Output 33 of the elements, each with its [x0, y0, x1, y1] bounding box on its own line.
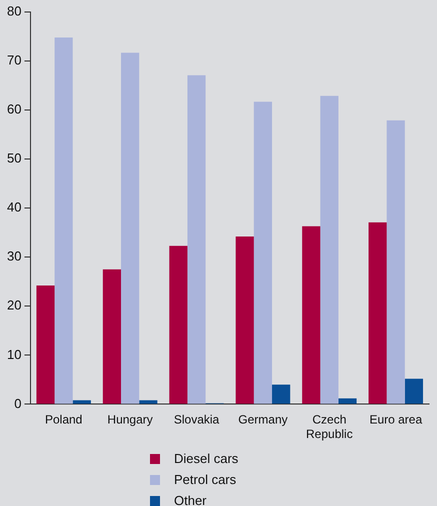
x-tick-label: Slovakia — [174, 412, 220, 427]
y-tick-label: 10 — [6, 346, 22, 362]
y-tick-label: 40 — [6, 200, 22, 215]
y-tick-label: 70 — [6, 52, 22, 68]
bar — [187, 75, 206, 404]
y-tick-label: 0 — [14, 396, 22, 411]
bar — [236, 236, 254, 404]
bar — [121, 52, 140, 404]
bar — [368, 222, 387, 404]
bar — [320, 96, 338, 404]
bar — [36, 286, 55, 404]
legend-label: Petrol cars — [174, 472, 236, 487]
bar — [338, 398, 357, 404]
y-tick-label: 30 — [6, 248, 22, 264]
bar — [302, 226, 320, 404]
bar — [54, 37, 73, 404]
bar — [254, 102, 272, 404]
y-tick-label: 60 — [6, 102, 22, 117]
y-tick-label: 80 — [6, 4, 22, 19]
x-tick-label: Germany — [238, 412, 288, 427]
x-tick-label: Czech Republic — [306, 412, 353, 442]
y-tick-label: 50 — [6, 150, 22, 166]
bar — [272, 384, 290, 404]
y-tick-label: 20 — [6, 298, 22, 313]
x-tick-label: Hungary — [107, 412, 153, 427]
bar — [386, 120, 405, 404]
legend-label: Other — [174, 493, 207, 506]
x-tick-label: Euro area — [369, 412, 422, 427]
bar — [169, 246, 188, 404]
bar — [404, 378, 424, 404]
bar — [102, 269, 122, 404]
legend-label: Diesel cars — [174, 451, 238, 466]
x-tick-label: Poland — [44, 412, 82, 427]
